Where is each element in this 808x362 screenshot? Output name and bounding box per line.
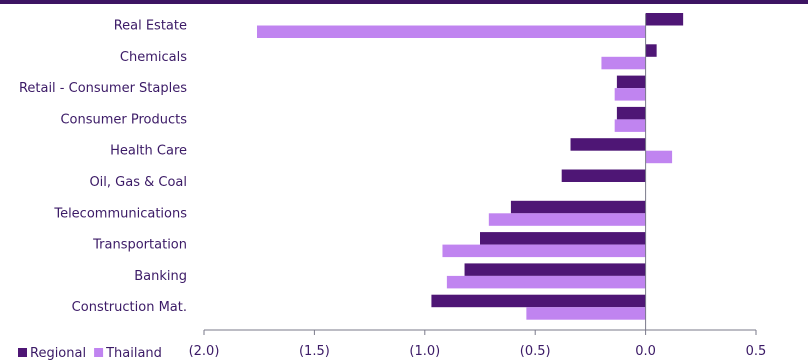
bar-thailand-chemicals [601,56,646,70]
bar-thailand-consumer-products [614,119,646,132]
bar-regional-health-care [570,138,646,151]
legend-label-regional: Regional [30,346,86,361]
category-label-consumer-products: Consumer Products [60,112,187,127]
bar-thailand-retail-consumer-staples [614,88,646,101]
x-tick-label: (0.5) [520,344,551,359]
bars [256,13,684,320]
legend-label-thailand: Thailand [105,346,162,361]
category-label-telecommunications: Telecommunications [53,206,187,221]
bar-thailand-health-care [645,150,673,164]
category-label-health-care: Health Care [110,144,187,159]
x-tick-label: (1.0) [409,344,440,359]
legend-swatch-thailand [94,348,104,357]
x-tick-label: (2.0) [189,344,220,359]
bar-regional-telecommunications [510,200,646,214]
category-label-transportation: Transportation [92,238,187,253]
bar-regional-retail-consumer-staples [616,75,646,89]
category-label-retail-consumer-staples: Retail - Consumer Staples [19,81,187,96]
x-tick-label: 0.5 [746,344,767,359]
bar-regional-real-estate [645,13,684,26]
x-tick-label: 0.0 [635,344,656,359]
top-border [0,0,808,4]
bar-thailand-real-estate [256,25,646,38]
x-tick-label: (1.5) [299,344,330,359]
bar-regional-chemicals [645,44,657,57]
category-label-construction-mat: Construction Mat. [72,300,187,315]
bar-regional-consumer-products [616,106,646,120]
legend: Regional Thailand [18,346,162,361]
category-label-banking: Banking [134,269,187,284]
category-label-real-estate: Real Estate [114,19,187,34]
bar-thailand-construction-mat [526,307,646,320]
bar-regional-oil-gas-coal [561,169,646,182]
legend-swatch-regional [18,348,27,357]
category-labels: Real Estate Chemicals Retail - Consumer St… [19,19,187,316]
category-label-oil-gas-coal: Oil, Gas & Coal [89,175,187,190]
category-label-chemicals: Chemicals [120,50,187,65]
bar-regional-banking [464,263,646,276]
bar-thailand-banking [446,275,646,289]
bar-thailand-transportation [442,244,646,258]
bar-regional-construction-mat [431,294,646,308]
bar-thailand-telecommunications [488,213,646,226]
bar-regional-transportation [480,232,646,245]
x-axis: (2.0) (1.5) (1.0) (0.5) 0.0 0.5 [189,14,767,359]
